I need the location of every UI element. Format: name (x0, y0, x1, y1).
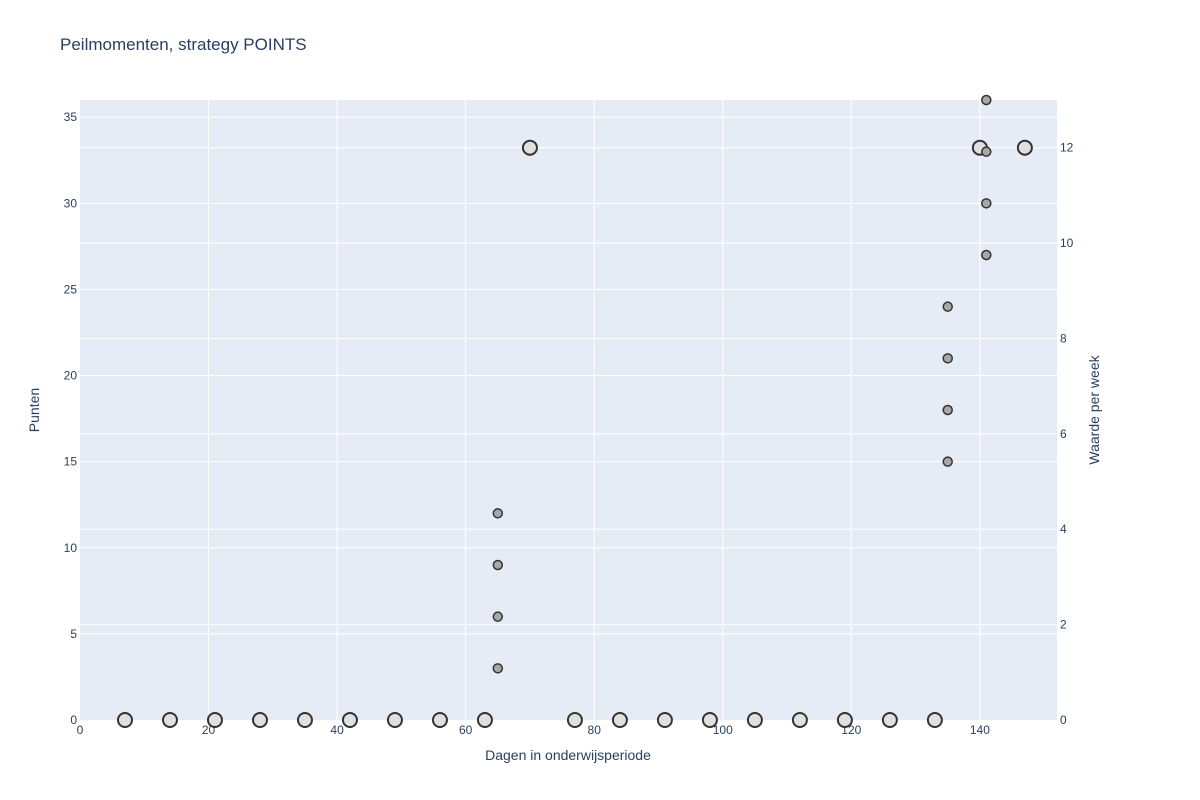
y-tick-label: 20 (64, 369, 78, 383)
weekly-value-point (926, 712, 943, 728)
points-point (942, 301, 953, 312)
y2-tick-label: 10 (1060, 236, 1074, 250)
weekly-value-point (431, 712, 448, 728)
points-point (981, 198, 992, 209)
y-tick-label: 5 (70, 627, 77, 641)
y2-tick-label: 8 (1060, 331, 1067, 345)
x-axis-title: Dagen in onderwijsperiode (485, 747, 651, 763)
data-points (116, 94, 1033, 728)
weekly-value-point (386, 712, 403, 728)
x-tick-label: 0 (77, 723, 84, 737)
weekly-value-point (611, 712, 628, 728)
y-tick-label: 25 (64, 282, 78, 296)
weekly-value-point (161, 712, 178, 728)
y2-tick-label: 4 (1060, 522, 1067, 536)
plot-area (80, 100, 1057, 720)
points-point (981, 249, 992, 261)
y-tick-label: 0 (70, 713, 77, 727)
tick-labels: 0 20 40 60 80 100 120 1400510152025303502468101… (64, 110, 1074, 737)
weekly-value-point (701, 712, 718, 728)
points-point (981, 146, 992, 157)
weekly-value-point (1016, 139, 1033, 156)
weekly-value-point (251, 712, 268, 728)
points-point (942, 456, 953, 467)
y2-tick-label: 0 (1060, 713, 1067, 727)
points-point (942, 353, 953, 364)
y2-tick-label: 2 (1060, 618, 1067, 632)
y2-tick-label: 12 (1060, 141, 1074, 155)
points-point (492, 508, 504, 519)
x-tick-label: 40 (330, 723, 344, 737)
chart-title: Peilmomenten, strategy POINTS (60, 35, 307, 54)
weekly-value-point (836, 712, 853, 728)
points-point (981, 94, 992, 106)
gridlines (80, 100, 1057, 720)
points-point (492, 663, 504, 674)
y-tick-label: 15 (64, 455, 78, 469)
weekly-value-point (791, 712, 808, 728)
points-point (492, 611, 504, 622)
x-tick-label: 100 (713, 723, 733, 737)
y2-tick-label: 6 (1060, 427, 1067, 441)
weekly-value-point (881, 712, 898, 728)
weekly-value-point (341, 712, 358, 728)
points-point (492, 559, 504, 571)
weekly-value-point (566, 712, 583, 728)
weekly-value-point (746, 712, 763, 728)
weekly-value-point (656, 712, 673, 728)
weekly-value-point (476, 712, 493, 728)
x-tick-label: 80 (588, 723, 602, 737)
x-tick-label: 140 (970, 723, 990, 737)
y-tick-label: 30 (64, 196, 78, 210)
weekly-value-point (116, 712, 133, 728)
y-tick-label: 35 (64, 110, 78, 124)
y-axis-title: Punten (26, 388, 42, 432)
points-point (942, 404, 953, 416)
weekly-value-point (521, 139, 538, 156)
weekly-value-point (206, 712, 223, 728)
weekly-value-point (296, 712, 313, 728)
y-tick-label: 10 (64, 541, 78, 555)
y2-axis-title: Waarde per week (1086, 354, 1102, 464)
x-tick-label: 60 (459, 723, 473, 737)
